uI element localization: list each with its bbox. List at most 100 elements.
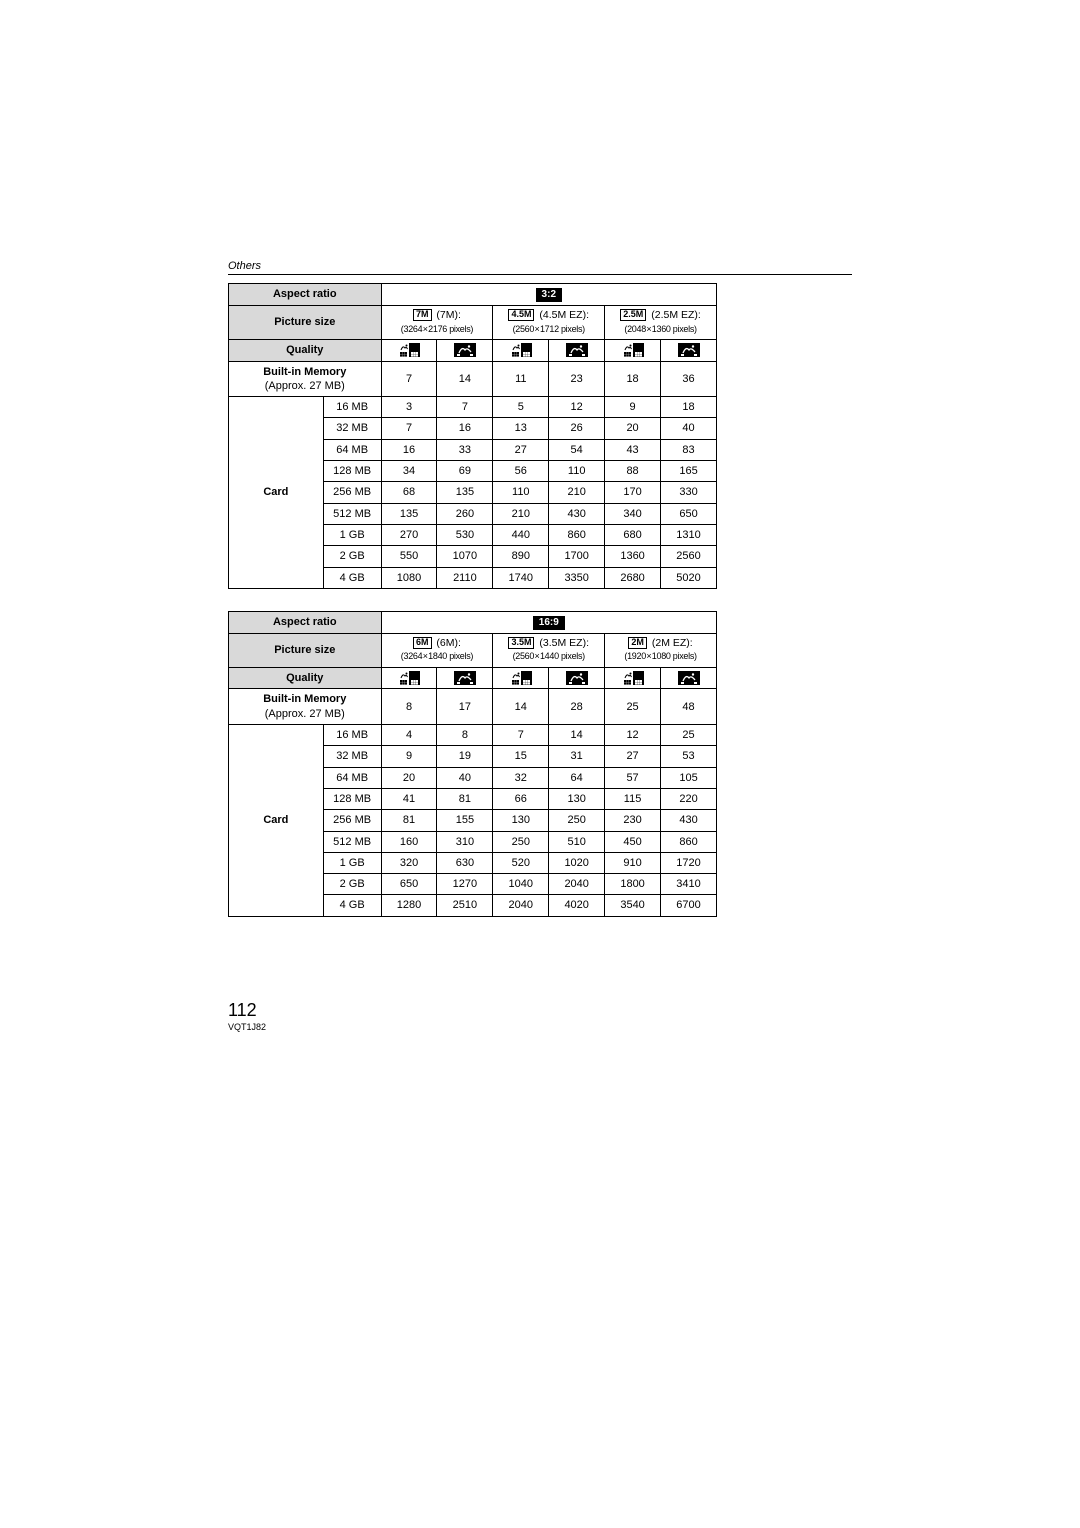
data-cell: 25 bbox=[661, 725, 717, 746]
data-cell: 1040 bbox=[493, 874, 549, 895]
picture-size-cell: 3.5M (3.5M EZ):(2560 × 1440 pixels) bbox=[493, 633, 605, 667]
data-cell: 1720 bbox=[661, 852, 717, 873]
page-number: 112 bbox=[228, 1000, 257, 1021]
data-cell: 250 bbox=[549, 810, 605, 831]
data-cell: 135 bbox=[437, 482, 493, 503]
data-cell: 7 bbox=[437, 397, 493, 418]
quality-label: Quality bbox=[229, 340, 382, 361]
data-cell: 1070 bbox=[437, 546, 493, 567]
data-cell: 36 bbox=[661, 361, 717, 397]
capacity-cell: 4 GB bbox=[323, 895, 381, 916]
data-cell: 15 bbox=[493, 746, 549, 767]
data-cell: 320 bbox=[381, 852, 437, 873]
card-label: Card bbox=[229, 725, 324, 917]
data-cell: 19 bbox=[437, 746, 493, 767]
section-header: Others bbox=[228, 260, 852, 275]
picture-size-cell: 2M (2M EZ):(1920 × 1080 pixels) bbox=[605, 633, 717, 667]
data-cell: 5 bbox=[493, 397, 549, 418]
data-cell: 9 bbox=[605, 397, 661, 418]
data-cell: 1800 bbox=[605, 874, 661, 895]
data-cell: 2510 bbox=[437, 895, 493, 916]
data-cell: 130 bbox=[493, 810, 549, 831]
data-cell: 40 bbox=[437, 767, 493, 788]
quality-standard-icon bbox=[678, 671, 700, 685]
built-in-memory-label: Built-in Memory(Approx. 27 MB) bbox=[229, 689, 382, 725]
data-cell: 530 bbox=[437, 524, 493, 545]
quality-cell bbox=[437, 340, 493, 361]
capacity-cell: 512 MB bbox=[323, 831, 381, 852]
quality-fine-icon bbox=[622, 343, 644, 357]
aspect-ratio-value: 3:2 bbox=[381, 284, 716, 306]
data-cell: 2680 bbox=[605, 567, 661, 588]
data-cell: 31 bbox=[549, 746, 605, 767]
quality-fine-icon bbox=[510, 671, 532, 685]
quality-fine-icon bbox=[510, 343, 532, 357]
data-cell: 17 bbox=[437, 689, 493, 725]
capacity-cell: 1 GB bbox=[323, 524, 381, 545]
data-cell: 3 bbox=[381, 397, 437, 418]
quality-cell bbox=[381, 668, 437, 689]
data-cell: 1310 bbox=[661, 524, 717, 545]
quality-cell bbox=[549, 340, 605, 361]
data-cell: 430 bbox=[661, 810, 717, 831]
data-cell: 41 bbox=[381, 788, 437, 809]
data-cell: 270 bbox=[381, 524, 437, 545]
capacity-cell: 2 GB bbox=[323, 546, 381, 567]
data-cell: 48 bbox=[661, 689, 717, 725]
data-cell: 220 bbox=[661, 788, 717, 809]
capacity-cell: 64 MB bbox=[323, 767, 381, 788]
aspect-ratio-label: Aspect ratio bbox=[229, 284, 382, 306]
aspect-ratio-label: Aspect ratio bbox=[229, 611, 382, 633]
data-cell: 57 bbox=[605, 767, 661, 788]
data-cell: 680 bbox=[605, 524, 661, 545]
data-cell: 105 bbox=[661, 767, 717, 788]
data-cell: 630 bbox=[437, 852, 493, 873]
data-cell: 890 bbox=[493, 546, 549, 567]
data-cell: 7 bbox=[493, 725, 549, 746]
data-cell: 110 bbox=[493, 482, 549, 503]
data-cell: 11 bbox=[493, 361, 549, 397]
quality-cell bbox=[437, 668, 493, 689]
data-cell: 12 bbox=[605, 725, 661, 746]
data-cell: 2110 bbox=[437, 567, 493, 588]
data-cell: 4020 bbox=[549, 895, 605, 916]
data-cell: 7 bbox=[381, 361, 437, 397]
data-cell: 155 bbox=[437, 810, 493, 831]
capacity-cell: 2 GB bbox=[323, 874, 381, 895]
picture-size-cell: 6M (6M):(3264 × 1840 pixels) bbox=[381, 633, 493, 667]
data-cell: 650 bbox=[661, 503, 717, 524]
data-cell: 1360 bbox=[605, 546, 661, 567]
data-cell: 32 bbox=[493, 767, 549, 788]
quality-cell bbox=[605, 340, 661, 361]
quality-fine-icon bbox=[398, 343, 420, 357]
quality-cell bbox=[605, 668, 661, 689]
quality-standard-icon bbox=[454, 671, 476, 685]
data-cell: 340 bbox=[605, 503, 661, 524]
data-cell: 1700 bbox=[549, 546, 605, 567]
quality-cell bbox=[661, 668, 717, 689]
data-cell: 650 bbox=[381, 874, 437, 895]
data-cell: 860 bbox=[661, 831, 717, 852]
footer-code: VQT1J82 bbox=[228, 1022, 266, 1032]
data-cell: 4 bbox=[381, 725, 437, 746]
capacity-cell: 32 MB bbox=[323, 418, 381, 439]
data-cell: 250 bbox=[493, 831, 549, 852]
capacity-cell: 256 MB bbox=[323, 482, 381, 503]
data-cell: 3410 bbox=[661, 874, 717, 895]
data-cell: 520 bbox=[493, 852, 549, 873]
data-cell: 5020 bbox=[661, 567, 717, 588]
picture-size-label: Picture size bbox=[229, 306, 382, 340]
data-cell: 1280 bbox=[381, 895, 437, 916]
data-cell: 330 bbox=[661, 482, 717, 503]
quality-standard-icon bbox=[454, 343, 476, 357]
data-cell: 66 bbox=[493, 788, 549, 809]
data-cell: 23 bbox=[549, 361, 605, 397]
quality-fine-icon bbox=[398, 671, 420, 685]
data-cell: 33 bbox=[437, 439, 493, 460]
card-label: Card bbox=[229, 397, 324, 589]
data-cell: 12 bbox=[549, 397, 605, 418]
picture-size-cell: 4.5M (4.5M EZ):(2560 × 1712 pixels) bbox=[493, 306, 605, 340]
data-cell: 20 bbox=[605, 418, 661, 439]
data-cell: 8 bbox=[437, 725, 493, 746]
picture-size-label: Picture size bbox=[229, 633, 382, 667]
